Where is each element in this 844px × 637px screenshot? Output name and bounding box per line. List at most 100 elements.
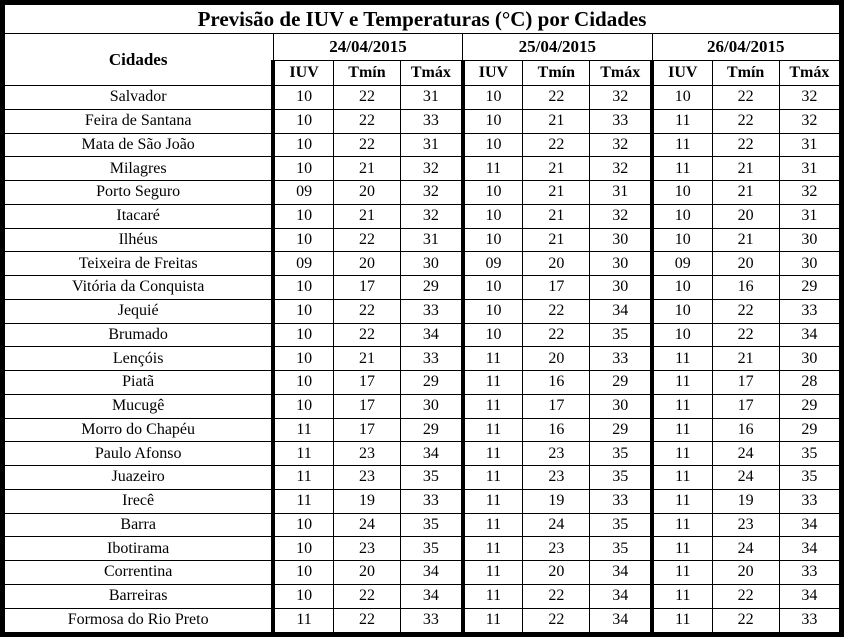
tmax-cell: 33	[589, 488, 653, 514]
tmax-cell: 34	[778, 322, 843, 348]
table-row: Ibotirama 10 23 35 11 23 35 11 24 34	[2, 536, 843, 561]
city-cell: Ilhéus	[2, 227, 274, 253]
tmax-cell: 29	[400, 275, 464, 300]
tmin-cell: 17	[522, 275, 591, 300]
tmin-cell: 19	[332, 488, 402, 514]
tmin-cell: 21	[711, 346, 780, 371]
tmin-cell: 17	[332, 393, 402, 419]
iuv-cell: 11	[460, 583, 524, 609]
iuv-cell: 10	[271, 85, 334, 110]
tmin-cell: 20	[522, 251, 591, 276]
tmin-cell: 20	[711, 560, 780, 585]
iuv-cell: 10	[460, 322, 524, 348]
tmax-cell: 31	[400, 132, 464, 158]
tmax-cell: 34	[400, 322, 464, 348]
tmin-cell: 22	[711, 108, 780, 134]
iuv-cell: 11	[649, 465, 713, 490]
date-header-day3: 26/04/2015	[651, 33, 842, 61]
tmax-cell: 35	[589, 441, 653, 466]
iuv-cell: 11	[460, 512, 524, 538]
tmin-cell: 22	[711, 132, 780, 158]
tmax-cell: 33	[400, 346, 464, 371]
iuv-cell: 11	[460, 156, 524, 181]
iuv-cell: 10	[649, 85, 713, 110]
column-header-tmax-day1: Tmáx	[400, 60, 464, 86]
column-header-tmax-day3: Tmáx	[778, 60, 843, 86]
tmin-cell: 21	[711, 156, 780, 181]
tmin-cell: 22	[711, 322, 780, 348]
tmax-cell: 33	[778, 560, 843, 585]
iuv-cell: 11	[649, 393, 713, 419]
iuv-cell: 11	[649, 488, 713, 514]
tmax-cell: 32	[589, 203, 653, 229]
iuv-cell: 09	[649, 251, 713, 276]
iuv-cell: 10	[649, 298, 713, 324]
table-row: Brumado 10 22 34 10 22 35 10 22 34	[2, 322, 843, 348]
tmin-cell: 23	[332, 441, 402, 466]
sub-header-row: IUV Tmín Tmáx IUV Tmín Tmáx IUV Tmín Tmá…	[3, 60, 843, 86]
tmin-cell: 22	[522, 322, 591, 348]
iuv-cell: 10	[649, 322, 713, 348]
iuv-cell: 11	[460, 393, 524, 419]
iuv-cell: 10	[271, 132, 334, 158]
tmin-cell: 23	[522, 465, 591, 490]
tmin-cell: 16	[522, 417, 591, 443]
tmin-cell: 24	[711, 465, 780, 490]
tmax-cell: 33	[400, 488, 464, 514]
tmin-cell: 22	[522, 298, 591, 324]
iuv-cell: 11	[460, 465, 524, 490]
tmin-cell: 20	[711, 251, 780, 276]
tmin-cell: 22	[332, 322, 402, 348]
tmax-cell: 28	[778, 370, 843, 395]
iuv-cell: 11	[649, 441, 713, 466]
tmax-cell: 31	[589, 180, 653, 205]
tmin-cell: 20	[522, 346, 591, 371]
column-header-tmin-day1: Tmín	[332, 60, 402, 86]
column-header-iuv-day2: IUV	[460, 60, 524, 86]
iuv-cell: 10	[271, 203, 334, 229]
table-row: Morro do Chapéu 11 17 29 11 16 29 11 16 29	[2, 417, 843, 443]
tmax-cell: 33	[778, 298, 843, 324]
tmax-cell: 29	[778, 393, 843, 419]
table-row: Milagres 10 21 32 11 21 32 11 21 31	[2, 156, 843, 181]
tmax-cell: 33	[589, 346, 653, 371]
tmax-cell: 30	[778, 346, 843, 371]
table-row: Itacaré 10 21 32 10 21 32 10 20 31	[2, 203, 843, 229]
table-row: Mata de São João 10 22 31 10 22 32 11 22 31	[2, 132, 843, 158]
tmax-cell: 33	[589, 108, 653, 134]
iuv-cell: 10	[460, 275, 524, 300]
tmax-cell: 34	[778, 512, 843, 538]
iuv-cell: 10	[460, 203, 524, 229]
date-header-day1: 24/04/2015	[272, 33, 464, 61]
tmax-cell: 30	[589, 251, 653, 276]
city-cell: Feira de Santana	[2, 108, 274, 134]
tmin-cell: 22	[522, 607, 591, 635]
tmin-cell: 21	[332, 346, 402, 371]
tmin-cell: 23	[522, 536, 591, 561]
tmin-cell: 19	[711, 488, 780, 514]
tmin-cell: 23	[711, 512, 780, 538]
city-cell: Correntina	[2, 560, 274, 585]
city-cell: Vitória da Conquista	[2, 275, 274, 300]
tmin-cell: 22	[711, 583, 780, 609]
tmax-cell: 30	[400, 251, 464, 276]
tmax-cell: 30	[589, 227, 653, 253]
iuv-cell: 10	[271, 322, 334, 348]
tmax-cell: 33	[778, 607, 843, 635]
tmax-cell: 32	[400, 180, 464, 205]
tmax-cell: 35	[778, 465, 843, 490]
column-header-iuv-day3: IUV	[649, 60, 713, 86]
iuv-cell: 10	[271, 156, 334, 181]
tmin-cell: 17	[332, 370, 402, 395]
table-row: Teixeira de Freitas 09 20 30 09 20 30 09 20 30	[2, 251, 843, 276]
page-title: Previsão de IUV e Temperaturas (°C) por …	[2, 2, 842, 34]
city-cell: Milagres	[2, 156, 274, 181]
tmin-cell: 24	[332, 512, 402, 538]
tmax-cell: 35	[589, 465, 653, 490]
title-row: Previsão de IUV e Temperaturas (°C) por …	[2, 2, 842, 34]
tmin-cell: 16	[711, 417, 780, 443]
date-header-row: Cidades 24/04/2015 25/04/2015 26/04/2015	[2, 33, 842, 86]
tmin-cell: 19	[522, 488, 591, 514]
tmax-cell: 32	[400, 156, 464, 181]
column-header-tmax-day2: Tmáx	[589, 60, 653, 86]
